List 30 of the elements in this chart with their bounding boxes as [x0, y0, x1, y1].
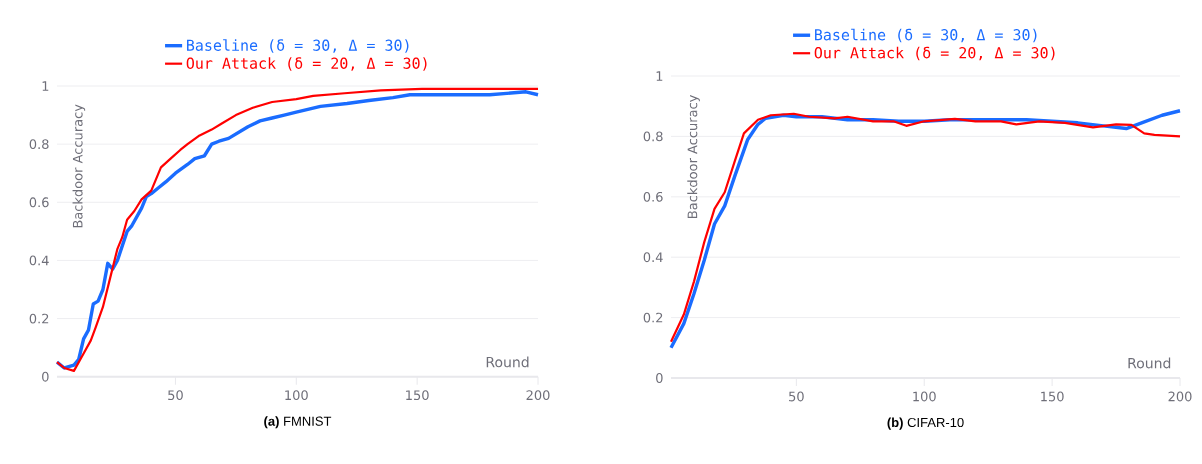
y-tick-label: 0.4: [29, 255, 49, 266]
y-tick-label: 1: [656, 71, 663, 81]
y-tick-label: 1: [42, 81, 49, 91]
x-axis-title: Round: [1128, 357, 1171, 369]
y-tick-label: 0.2: [29, 313, 49, 324]
legend-label: Our Attack (δ = 20, Δ = 30): [186, 57, 427, 71]
legend-label: Baseline (δ = 30, Δ = 30): [187, 39, 409, 53]
x-tick-label: 200: [1168, 391, 1192, 402]
y-tick-label: 0.4: [643, 252, 663, 263]
text: (b) CIFAR-10: [887, 417, 964, 430]
y-tick-label: 0.2: [643, 312, 663, 323]
y-tick-label: 0.8: [29, 139, 49, 150]
x-tick-label: 100: [913, 391, 936, 402]
legend-label: Baseline (δ = 30, Δ = 30): [815, 28, 1037, 43]
y-axis-title: Backdoor Accuracy: [72, 104, 86, 228]
y-axis-title: Backdoor Accuracy: [687, 95, 700, 218]
y-tick-label: 0.8: [643, 131, 663, 142]
x-tick-label: 100: [285, 390, 308, 401]
y-tick-label: 0: [42, 371, 49, 382]
legend-label: Our Attack (δ = 20, Δ = 30): [814, 46, 1055, 61]
x-tick-label: 200: [526, 390, 550, 401]
text: (a) FMNIST: [264, 416, 332, 429]
x-tick-label: 150: [406, 390, 429, 401]
x-tick-label: 50: [168, 390, 183, 401]
x-tick-label: 50: [789, 391, 804, 402]
y-tick-label: 0.6: [643, 191, 663, 202]
y-tick-label: 0.6: [29, 197, 49, 208]
y-tick-label: 0: [656, 373, 663, 383]
x-tick-label: 150: [1041, 391, 1064, 402]
x-axis-title: Round: [486, 356, 529, 368]
